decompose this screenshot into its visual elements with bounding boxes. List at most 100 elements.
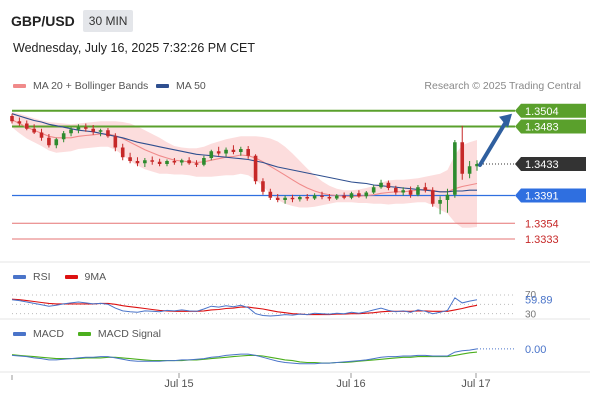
ma50-legend-label: MA 50 — [176, 80, 206, 92]
candle-body — [298, 197, 302, 200]
legend-macd: MACD MACD Signal — [13, 328, 161, 340]
x-tick-label: Jul 15 — [164, 378, 193, 390]
arrow-head — [499, 113, 512, 128]
legend-rsi: RSI 9MA — [13, 271, 106, 283]
candle-body — [320, 195, 324, 197]
ma50-line — [11, 113, 477, 193]
macd-legend-label: MACD — [33, 328, 64, 340]
support-level-label: 1.3354 — [525, 218, 559, 230]
candle-body — [91, 128, 95, 132]
candle-body — [10, 116, 14, 122]
candle-body — [209, 151, 214, 158]
macd-signal-swatch — [77, 332, 91, 336]
candle-body — [253, 155, 258, 182]
x-tick-label: Jul 17 — [461, 378, 490, 390]
macd-line — [11, 348, 478, 365]
candle-body — [423, 187, 428, 191]
ma50-swatch — [156, 84, 169, 88]
level-tag-label: 1.3504 — [525, 106, 559, 118]
macd-signal-legend-label: MACD Signal — [97, 328, 161, 340]
candle-body — [467, 166, 472, 174]
candle-body — [379, 182, 383, 188]
candle-body — [179, 160, 184, 163]
candle-body — [239, 149, 243, 152]
rsi-last-label: 59.89 — [525, 295, 553, 307]
rsi-swatch — [13, 275, 26, 279]
candle-body — [150, 160, 155, 162]
level-tag-label: 1.3433 — [525, 159, 559, 171]
candle-body — [69, 129, 73, 134]
level-tag-label: 1.3483 — [525, 122, 559, 134]
candle-body — [194, 163, 199, 165]
candle-body — [430, 190, 435, 204]
candle-body — [364, 192, 369, 197]
candle-body — [386, 182, 391, 188]
candle-body — [475, 164, 479, 167]
projection-arrow — [478, 119, 508, 167]
candle-body — [246, 149, 250, 156]
timeframe-badge[interactable]: 30 MIN — [82, 10, 134, 32]
candle-body — [342, 195, 346, 198]
candle-body — [416, 187, 420, 195]
bollinger-band — [12, 112, 477, 228]
level-tag — [515, 157, 586, 171]
candle-body — [157, 161, 162, 164]
candle-body — [283, 197, 287, 200]
candle-body — [349, 193, 354, 198]
candle-body — [224, 149, 228, 154]
macd-swatch — [13, 332, 26, 336]
candle-body — [187, 160, 191, 164]
candle-body — [268, 191, 273, 198]
chart-header: GBP/USD 30 MIN — [11, 10, 134, 32]
candle-body — [216, 151, 221, 154]
rsi-tick-label: 70 — [525, 290, 537, 301]
candle-body — [106, 130, 110, 137]
level-tag — [515, 119, 586, 134]
candle-body — [113, 136, 118, 148]
candle-body — [445, 194, 450, 200]
candle-body — [135, 161, 140, 164]
candle-body — [305, 197, 310, 199]
candle-body — [357, 193, 361, 197]
candle-body — [460, 142, 465, 174]
level-tag — [515, 103, 586, 118]
candle-body — [290, 197, 295, 200]
candle-body — [172, 161, 177, 163]
candle-body — [84, 127, 88, 129]
support-level-label: 1.3333 — [525, 234, 559, 246]
candle-body — [275, 197, 280, 200]
datetime-label: Wednesday, July 16, 2025 7:32:26 PM CET — [13, 41, 256, 55]
rsi-ma-swatch — [64, 275, 78, 279]
candle-body — [76, 127, 81, 130]
candle-body — [165, 161, 169, 164]
candle-body — [394, 188, 398, 193]
legend-ma20: MA 20 + Bollinger Bands — [13, 80, 148, 92]
x-tick-label: Jul 16 — [336, 378, 365, 390]
candle-body — [128, 157, 132, 161]
credit-label: Research © 2025 Trading Central — [424, 80, 581, 92]
candle-body — [54, 139, 59, 146]
level-tag — [515, 188, 586, 203]
rsi-ma-legend-label: 9MA — [84, 271, 107, 283]
candle-body — [17, 121, 22, 124]
symbol-title: GBP/USD — [11, 13, 75, 29]
candle-body — [453, 142, 457, 195]
level-tag-label: 1.3391 — [525, 191, 559, 203]
candle-body — [327, 197, 332, 199]
ma20-line — [11, 119, 478, 197]
candle-body — [120, 147, 125, 158]
candle-body — [334, 195, 339, 199]
candle-body — [261, 181, 265, 192]
ma20-legend-label: MA 20 + Bollinger Bands — [33, 80, 149, 92]
candle-body — [202, 158, 206, 165]
candle-body — [39, 132, 44, 138]
rsi-line — [11, 297, 478, 317]
legend-ma50: MA 50 — [156, 80, 206, 92]
candle-body — [408, 190, 413, 195]
candle-body — [401, 190, 405, 193]
rsi-legend-label: RSI — [33, 271, 51, 283]
rsi-tick-label: 30 — [525, 310, 537, 321]
candle-body — [47, 137, 51, 146]
candle-body — [32, 128, 36, 133]
